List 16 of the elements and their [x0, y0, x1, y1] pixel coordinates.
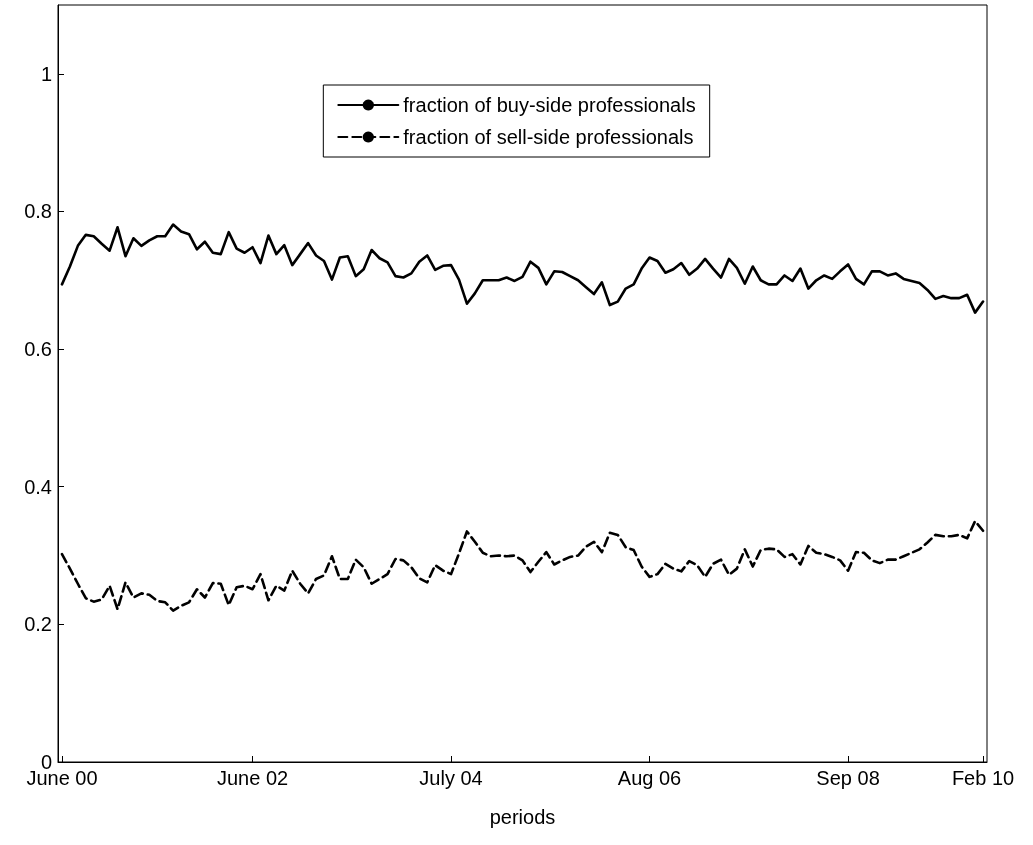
y-tick-label: 0.6	[24, 338, 52, 361]
line-series	[60, 519, 985, 612]
legend-label: fraction of sell-side professionals	[403, 126, 694, 148]
x-tick-label: July 04	[419, 767, 483, 789]
y-tick-label: 0.8	[24, 200, 52, 223]
y-tick-label: 0	[40, 751, 52, 773]
legend-label: fraction of buy-side professionals	[403, 94, 696, 116]
y-tick-label: 1	[40, 62, 52, 85]
x-tick-label: Aug 06	[617, 767, 682, 789]
y-tick-label: 0.2	[24, 613, 52, 636]
x-axis-title: periods	[489, 806, 556, 828]
line-series	[60, 223, 985, 314]
x-tick-label: Feb 10	[951, 767, 1015, 789]
x-tick-label: June 02	[216, 767, 289, 789]
y-tick-label: 0.4	[24, 475, 52, 498]
x-tick-label: Sep 08	[816, 767, 880, 789]
